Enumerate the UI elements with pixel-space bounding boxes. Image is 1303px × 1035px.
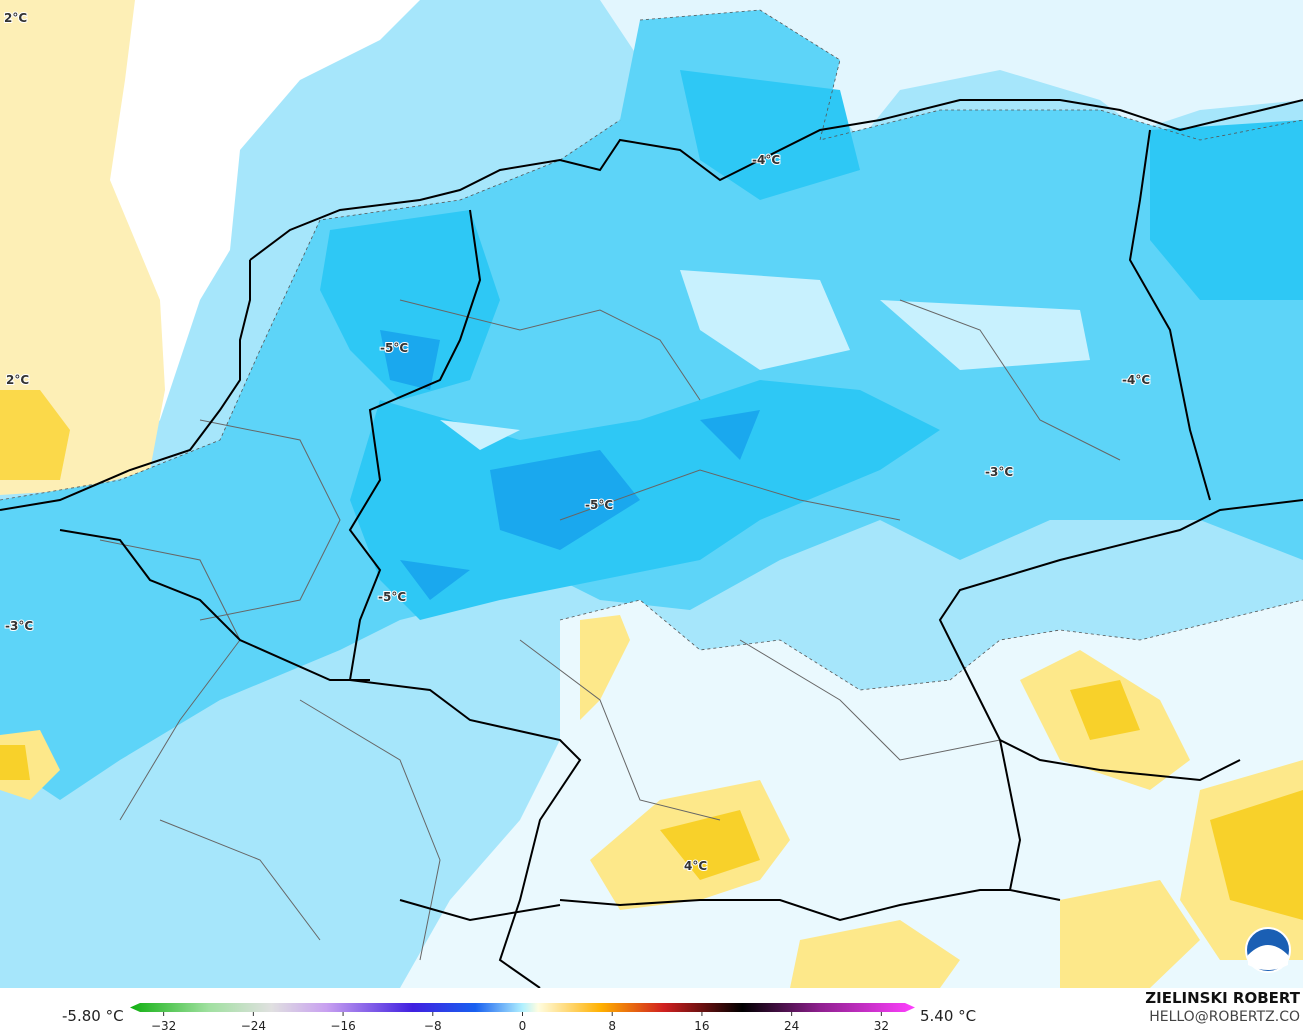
colorbar-tick-label: 8 [608,1019,616,1033]
map-label: -5°C [585,498,613,512]
warm-field [0,390,70,480]
cold-field [0,10,1303,800]
warm-field [0,0,165,495]
isoline [0,9,1303,691]
colorbar-tick-label: 0 [519,1019,527,1033]
legend-max: 5.40 °C [920,1007,976,1025]
colorbar-tick-label: −32 [151,1019,176,1033]
colorbar-tick-label: 16 [694,1019,709,1033]
map-label: -3°C [5,619,33,633]
map-label: -3°C [985,465,1013,479]
colorbar-tick-label: −8 [424,1019,442,1033]
map: 2°C 2°C -4°C -5°C -4°C -3°C -5°C -5°C -3… [0,0,1303,988]
colorbar [130,1003,915,1012]
mild-field [440,270,1090,450]
legend-min: -5.80 °C [62,1007,124,1025]
colorbar-tick-label: 32 [874,1019,889,1033]
map-label: -5°C [380,341,408,355]
country-border [0,99,1303,988]
warm-field [0,615,1303,988]
map-label: 2°C [4,11,27,25]
colorbar-tick-label: −16 [330,1019,355,1033]
colorbar-tick-label: 24 [784,1019,799,1033]
map-label: -4°C [752,153,780,167]
colorbar-tick-label: −24 [241,1019,266,1033]
map-label: 2°C [6,373,29,387]
contact: HELLO@ROBERTZ.CO [1149,1009,1300,1025]
author: ZIELINSKI ROBERT [1145,989,1300,1007]
map-label: 4°C [684,859,707,873]
logo [1245,927,1291,973]
coldest-field [380,330,760,600]
map-label: -4°C [1122,373,1150,387]
map-label: -5°C [378,590,406,604]
